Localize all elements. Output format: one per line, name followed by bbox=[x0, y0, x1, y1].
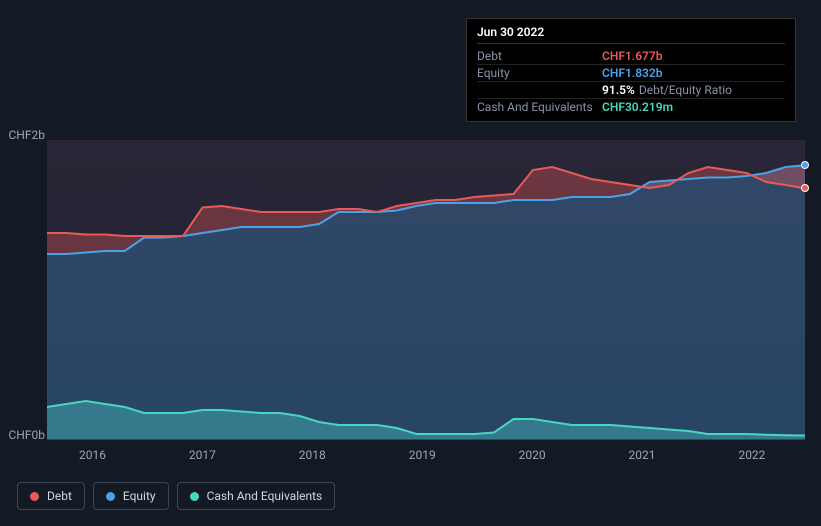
legend-item-label: Equity bbox=[123, 489, 156, 503]
tooltip-row-value: CHF30.219m bbox=[602, 100, 673, 114]
legend-dot-icon bbox=[190, 492, 199, 501]
legend-dot-icon bbox=[106, 492, 115, 501]
legend-item-label: Debt bbox=[47, 489, 72, 503]
x-axis-tick: 2022 bbox=[738, 448, 765, 462]
x-axis-tick: 2018 bbox=[299, 448, 326, 462]
chart-area: CHF2b CHF0b bbox=[17, 140, 805, 440]
legend-dot-icon bbox=[30, 492, 39, 501]
tooltip-row: Cash And EquivalentsCHF30.219m bbox=[477, 99, 785, 115]
tooltip-row: EquityCHF1.832b bbox=[477, 65, 785, 82]
tooltip-row-value: 91.5% bbox=[602, 83, 635, 97]
series-end-marker-debt bbox=[801, 184, 809, 192]
x-axis: 2016 2017 2018 2019 2020 2021 2022 bbox=[47, 448, 805, 468]
tooltip-row-value: CHF1.677b bbox=[602, 49, 663, 63]
x-axis-tick: 2021 bbox=[629, 448, 656, 462]
y-axis-label-top: CHF2b bbox=[0, 128, 45, 142]
tooltip-row-value: CHF1.832b bbox=[602, 66, 663, 80]
tooltip-row-label: Cash And Equivalents bbox=[477, 100, 602, 114]
chart-legend: Debt Equity Cash And Equivalents bbox=[17, 482, 335, 510]
series-end-marker-equity bbox=[801, 161, 809, 169]
legend-item-equity[interactable]: Equity bbox=[93, 482, 169, 510]
x-axis-tick: 2019 bbox=[409, 448, 436, 462]
legend-item-debt[interactable]: Debt bbox=[17, 482, 85, 510]
chart-tooltip: Jun 30 2022 DebtCHF1.677bEquityCHF1.832b… bbox=[466, 18, 796, 122]
tooltip-rows: DebtCHF1.677bEquityCHF1.832b91.5%Debt/Eq… bbox=[477, 48, 785, 115]
chart-plot[interactable] bbox=[47, 140, 805, 440]
legend-item-label: Cash And Equivalents bbox=[207, 489, 323, 503]
legend-item-cash[interactable]: Cash And Equivalents bbox=[177, 482, 336, 510]
tooltip-row-label bbox=[477, 83, 602, 97]
tooltip-row-label: Equity bbox=[477, 66, 602, 80]
chart-svg bbox=[47, 140, 805, 440]
y-axis-label-bottom: CHF0b bbox=[0, 428, 45, 442]
tooltip-row-extra: Debt/Equity Ratio bbox=[639, 83, 732, 97]
tooltip-row-label: Debt bbox=[477, 49, 602, 63]
tooltip-row: 91.5% Debt/Equity Ratio bbox=[477, 82, 785, 99]
tooltip-date: Jun 30 2022 bbox=[477, 25, 785, 44]
x-axis-tick: 2017 bbox=[189, 448, 216, 462]
tooltip-row: DebtCHF1.677b bbox=[477, 48, 785, 65]
x-axis-tick: 2016 bbox=[79, 448, 106, 462]
x-axis-tick: 2020 bbox=[519, 448, 546, 462]
